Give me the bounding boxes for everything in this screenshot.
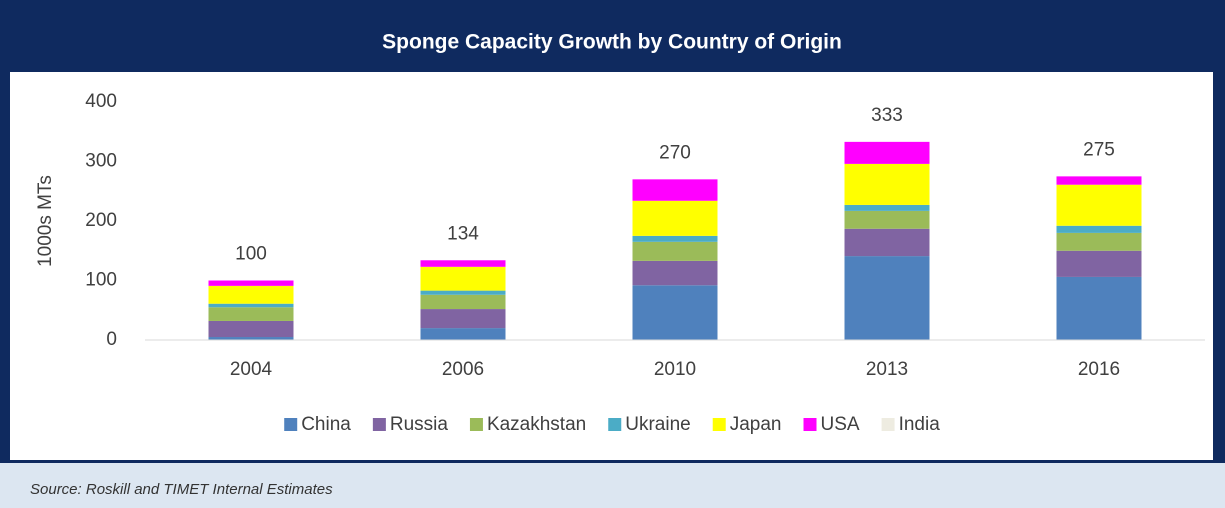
footer-band [0,462,1225,508]
bar-segment [420,294,506,310]
y-tick-label: 300 [85,151,117,172]
bar-segment [844,163,930,205]
total-label: 134 [447,223,479,244]
bar-segment [844,256,930,340]
bar-segment [208,320,294,338]
x-tick-label: 2016 [1078,359,1120,380]
bar-segment [632,241,718,261]
left-border [0,72,10,462]
y-tick-label: 0 [106,329,117,350]
bar-segment [420,266,506,291]
legend-swatch [284,418,298,431]
total-label: 100 [235,244,267,265]
x-tick-label: 2013 [866,359,908,380]
x-tick-label: 2010 [654,359,696,380]
bar-segment [420,309,506,329]
total-label: 275 [1083,139,1115,160]
legend-swatch [608,418,622,431]
right-border [1213,72,1225,462]
legend-label: Ukraine [625,414,690,435]
y-axis-label: 1000s MTs [35,175,56,267]
y-tick-label: 200 [85,210,117,231]
bar-segment [632,200,718,236]
bar-segment [844,204,930,211]
bar-segment [632,235,718,242]
bar-segment [632,179,718,201]
legend-swatch [881,418,895,431]
bar-segment [1056,232,1142,251]
legend-label: India [899,414,941,435]
bar-segment [420,328,506,340]
x-tick-label: 2006 [442,359,484,380]
bar-segment [420,260,506,267]
chart-title: Sponge Capacity Growth by Country of Ori… [382,31,842,54]
bar-segment [632,285,718,340]
legend-label: USA [821,414,860,435]
bar-segment [208,337,294,340]
header-band [0,0,1225,72]
bar-segment [1056,276,1142,340]
bar-segment [844,141,930,164]
legend-swatch [372,418,386,431]
footer-border [0,460,1225,463]
bar-segment [1056,176,1142,185]
bar-segment [632,260,718,286]
source-note: Source: Roskill and TIMET Internal Estim… [30,481,333,498]
bar-segment [208,280,294,286]
bar-segment [1056,184,1142,226]
legend-label: Russia [390,414,449,435]
legend-label: Japan [730,414,782,435]
total-label: 270 [659,142,691,163]
bar-segment [1056,225,1142,233]
bar-segment [1056,250,1142,277]
legend-swatch [469,418,483,431]
bar-segment [844,228,930,257]
legend-swatch [712,418,726,431]
bar-segment [844,210,930,229]
x-tick-label: 2004 [230,359,273,380]
legend-label: China [301,414,351,435]
legend-swatch [803,418,817,431]
y-tick-label: 100 [85,270,117,291]
y-tick-label: 400 [85,91,117,112]
total-label: 333 [871,105,903,126]
legend-label: Kazakhstan [487,414,586,435]
bar-segment [208,307,294,321]
bar-segment [420,290,506,295]
bar-segment [208,303,294,308]
bar-segment [208,285,294,304]
